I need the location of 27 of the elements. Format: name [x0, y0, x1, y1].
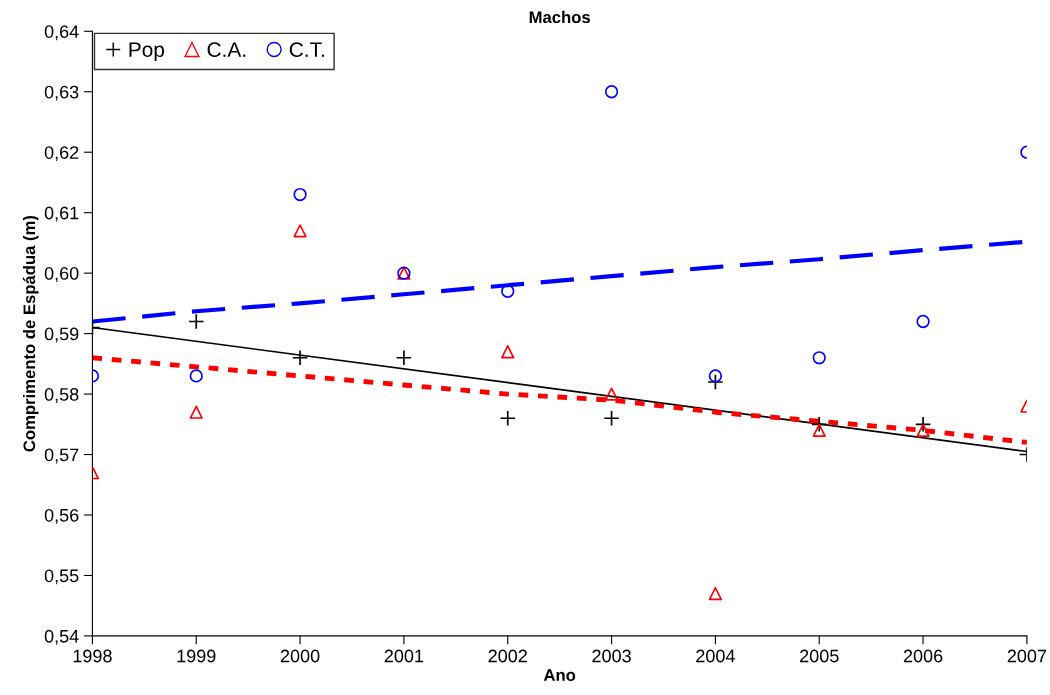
x-tick-label: 2000 [280, 649, 320, 663]
x-tick-label: 2006 [903, 649, 943, 663]
x-tick-label: 2001 [384, 649, 424, 663]
legend-label: C.T. [289, 42, 324, 57]
y-tick-label: 0,55 [44, 569, 79, 585]
y-axis-title: Comprimento de Espádua (m) [22, 215, 39, 452]
y-tick-label: 0,60 [44, 267, 79, 282]
y-tick-label: 0,54 [44, 629, 79, 645]
x-tick-label: 2003 [592, 649, 631, 663]
y-tick-label: 0,58 [44, 388, 79, 403]
x-axis-title: Ano [543, 669, 576, 681]
y-tick-label: 0,57 [44, 448, 79, 464]
legend-label: Pop [129, 42, 165, 62]
y-tick-label: 0,64 [44, 25, 79, 41]
y-tick-label: 0,59 [44, 327, 79, 343]
x-tick-label: 2007 [1007, 649, 1047, 663]
x-tick-label: 2002 [488, 649, 527, 663]
y-tick-label: 0,63 [44, 85, 79, 101]
x-tick-label: 1998 [73, 649, 112, 663]
legend-label: C.A. [207, 42, 246, 57]
x-tick-label: 1999 [177, 649, 216, 663]
y-tick-label: 0,62 [44, 146, 79, 162]
x-tick-label: 2005 [800, 649, 839, 663]
x-tick-label: 2004 [696, 649, 735, 663]
chart-title: Machos [529, 10, 590, 24]
y-tick-label: 0,56 [44, 508, 79, 524]
y-tick-label: 0,61 [44, 206, 79, 222]
